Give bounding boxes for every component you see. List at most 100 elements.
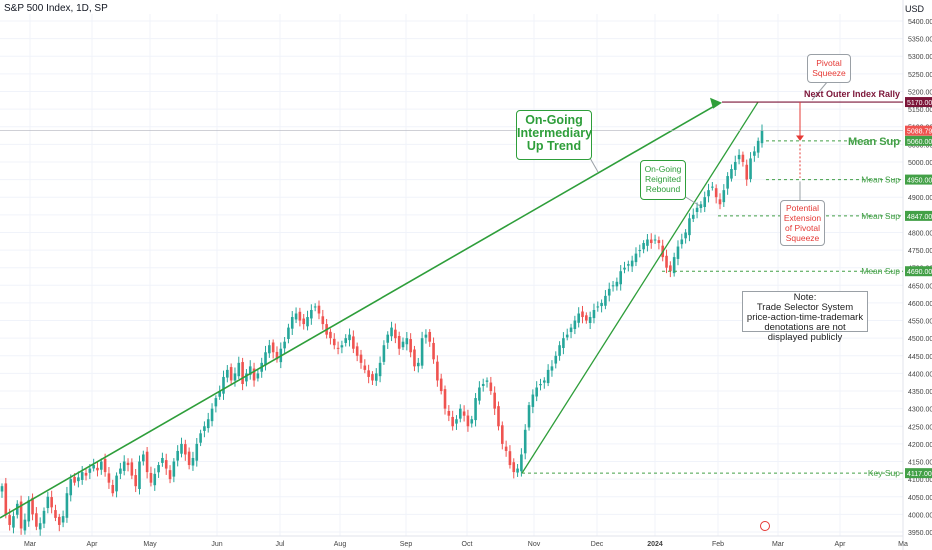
x-tick-label: Sep [400,541,413,548]
support-label: Mean Sup [848,136,900,148]
candle-body [665,255,668,268]
candle-body [210,408,214,422]
candle-body [745,164,749,180]
candle-body [50,497,53,508]
candle-body [676,246,680,259]
candle-body [355,346,359,356]
candle-body [92,465,95,469]
candle-body [401,341,405,348]
candle-body [57,516,61,525]
candle-body [405,338,409,345]
trend-callout: On-Going Intermediary Up Trend [516,110,592,160]
candle-body [424,334,428,338]
candle-body [172,461,176,477]
candle-body [119,468,122,474]
candle-body [321,316,325,325]
x-tick-label: May [143,541,157,548]
y-tick-label: 3950.00 [908,530,932,537]
candle-body [0,486,4,492]
candle-body [31,497,34,515]
candle-body [35,513,38,527]
candle-body [634,253,638,263]
candle-body [718,199,722,205]
y-tick-label: 4450.00 [908,354,932,361]
candle-body [203,426,206,431]
candle-body [577,313,580,323]
y-tick-label: 5050.00 [908,142,932,149]
callout-pointer [683,195,701,207]
candle-body [562,338,565,349]
x-tick-label: Oct [462,541,473,548]
y-tick-label: 5000.00 [908,160,932,167]
candle-body [607,288,611,296]
candle-body [294,313,298,320]
x-tick-label: Jun [211,541,222,548]
candle-body [38,523,42,530]
candle-body [653,239,657,241]
candle-body [80,472,84,480]
x-tick-label: Nov [528,541,541,548]
candle-body [99,461,103,470]
candle-body [248,366,252,375]
candle-body [543,380,546,383]
candle-body [455,419,458,424]
candle-body [657,240,661,244]
candle-body [218,391,221,397]
candle-body [726,176,729,189]
candle-body [290,317,294,329]
candle-body [115,475,118,492]
y-tick-label: 5150.00 [908,107,932,114]
candle-body [69,479,73,496]
candle-body [8,515,11,525]
candle-body [516,468,519,473]
candle-body [722,190,726,203]
candle-body [111,484,115,494]
candle-body [157,465,160,473]
y-tick-label: 5200.00 [908,89,932,96]
candle-body [691,214,695,219]
candle-body [688,218,691,236]
y-tick-label: 4550.00 [908,319,932,326]
candle-body [264,352,267,366]
candle-body [512,462,516,473]
x-tick-label: Aug [334,541,347,548]
candle-body [535,387,538,397]
squeeze-arrowhead [796,135,804,141]
candle-body [733,161,737,170]
candle-body [344,338,348,343]
candle-body [394,329,397,339]
candle-body [554,355,558,364]
candle-body [397,336,401,349]
candle-body [539,383,542,386]
candle-body [596,306,600,308]
candle-body [161,457,164,463]
event-marker-icon [760,521,770,531]
y-tick-label: 4150.00 [908,460,932,467]
candle-body [214,398,218,407]
x-tick-label: Feb [712,541,724,548]
candle-body [332,338,336,346]
candle-body [756,140,760,153]
candle-body [447,410,451,416]
candle-body [443,389,447,409]
x-tick-label: 2024 [647,541,663,548]
candle-body [271,342,275,353]
candle-body [416,362,420,367]
price-tag-label: 5060.00 [907,139,932,146]
candle-body [180,443,183,454]
candle-body [229,367,233,381]
candle-body [481,383,485,386]
candle-body [164,460,168,469]
candle-body [550,366,554,371]
candle-body [462,411,466,416]
candle-body [707,190,710,197]
candle-body [54,510,57,518]
candle-body [699,204,703,209]
extension-callout: Potential Extension of Pivotal Squeeze [780,200,825,246]
y-tick-label: 4100.00 [908,477,932,484]
candle-body [46,496,50,509]
support-label: Mean Sup [861,266,900,276]
candle-body [88,468,92,473]
candle-body [581,311,584,318]
